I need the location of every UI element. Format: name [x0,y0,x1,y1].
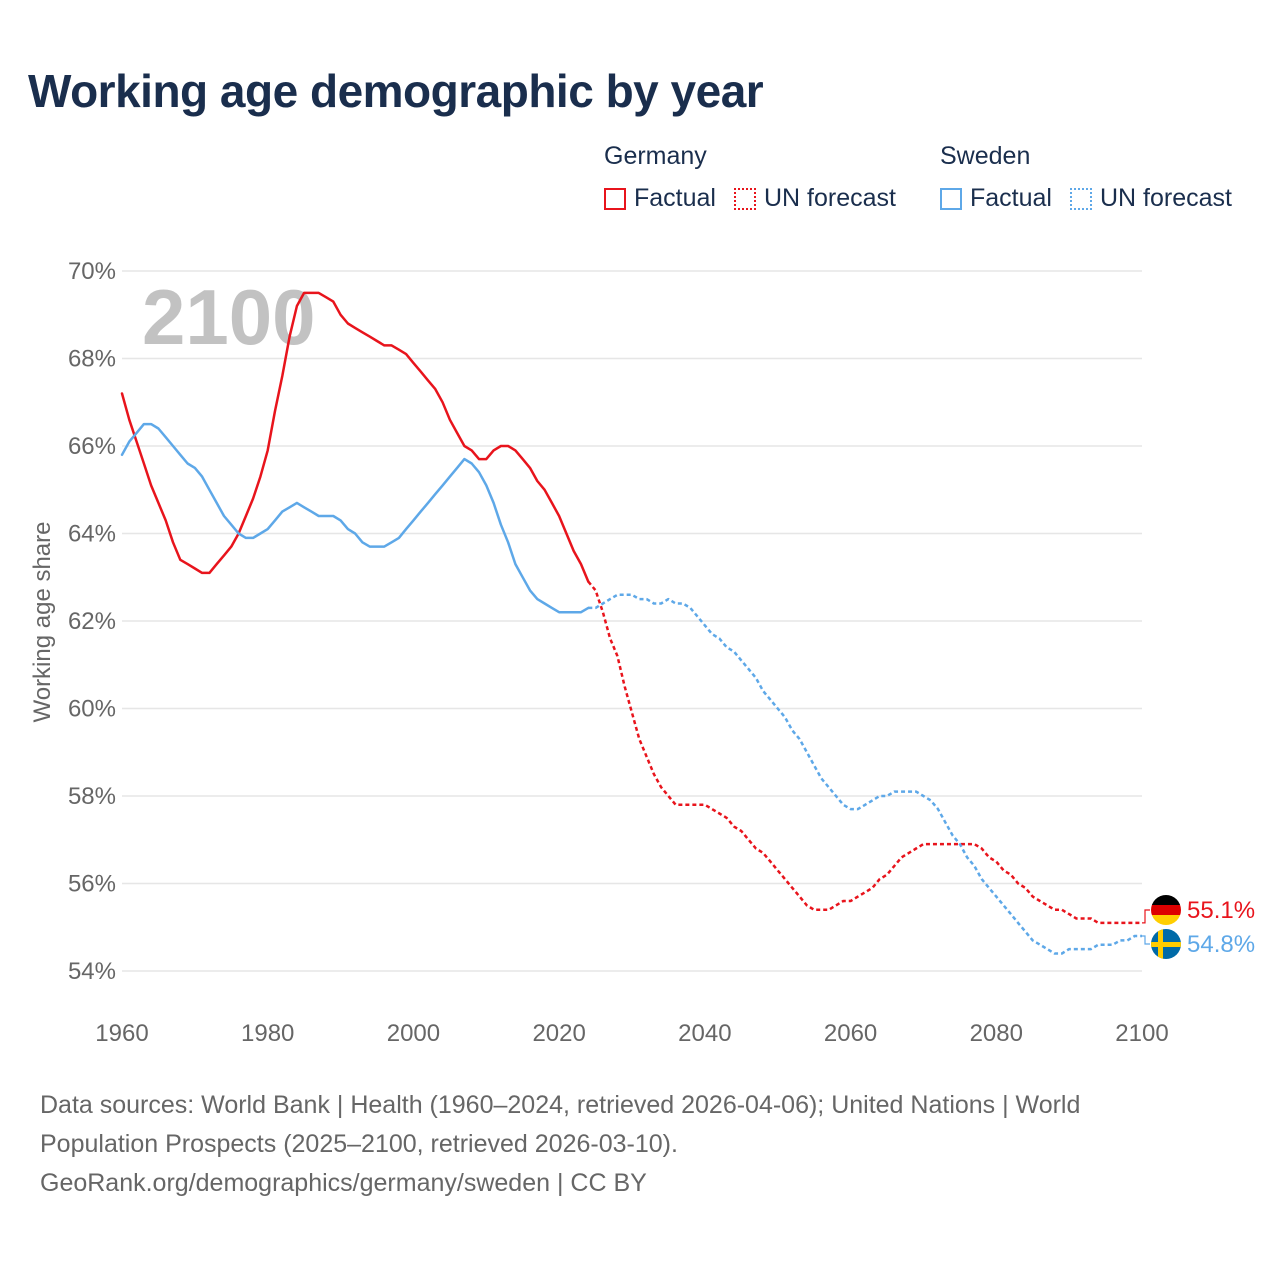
x-tick-label: 1960 [95,1020,148,1047]
line-chart: 54% 56% 58% 60% 62% 64% 66% 68% 70% 1960 1980 2000 2… [29,258,1255,1047]
y-tick-label: 70% [68,258,116,285]
legend-sweden: Sweden Factual UN forecast [940,142,1250,213]
x-tick-label: 2060 [824,1020,877,1047]
x-tick-label: 2080 [970,1020,1023,1047]
end-label-sweden: 54.8% [1187,931,1255,958]
x-tick-label: 2100 [1115,1020,1168,1047]
legend-item-germany-forecast[interactable]: UN forecast [733,184,896,213]
legend-country-germany: Germany [604,142,707,170]
x-tick-label: 2040 [678,1020,731,1047]
footer-sources-line1: Data sources: World Bank | Health (1960–… [40,1091,1081,1119]
y-tick-label: 68% [68,346,116,373]
end-connector-sweden [1142,935,1150,945]
x-tick-label: 2020 [532,1020,585,1047]
footer: Data sources: World Bank | Health (1960–… [40,1086,1240,1203]
legend-item-germany-factual[interactable]: Factual [604,184,716,213]
legend-label: UN forecast [1099,184,1232,212]
series-line-sweden-factual[interactable] [120,422,590,614]
legend-label: Factual [970,184,1052,212]
legend-germany: Germany Factual UN forecast [604,142,914,213]
y-tick-label: 54% [68,958,116,985]
y-tick-label: 62% [68,608,116,635]
legend-label: UN forecast [763,184,896,212]
y-axis-label: Working age share [29,522,56,723]
legend-swatch-dotted-blue [1069,187,1092,210]
end-label-germany: 55.1% [1187,897,1255,924]
footer-attribution[interactable]: GeoRank.org/demographics/germany/sweden … [40,1169,647,1197]
end-connector-germany [1142,909,1150,924]
chart-title: Working age demographic by year [28,65,764,117]
x-tick-label: 2000 [387,1020,440,1047]
y-tick-label: 60% [68,696,116,723]
footer-sources-line2: Population Prospects (2025–2100, retriev… [40,1130,678,1158]
legend-swatch-solid-red [604,187,626,210]
sweden-flag-icon [1151,929,1181,959]
legend-swatch-dotted-red [733,187,756,210]
y-tick-label: 64% [68,521,116,548]
legend-country-sweden: Sweden [940,142,1031,170]
series-line-germany-factual[interactable] [120,291,590,583]
series-line-sweden-forecast[interactable] [588,593,1142,955]
y-tick-label: 56% [68,871,116,898]
legend-item-sweden-factual[interactable]: Factual [940,184,1052,213]
y-tick-label: 58% [68,783,116,810]
x-tick-label: 1980 [241,1020,294,1047]
legend-swatch-solid-blue [940,187,962,210]
series-line-germany-forecast[interactable] [587,580,1142,925]
legend-label: Factual [634,184,716,212]
legend-item-sweden-forecast[interactable]: UN forecast [1069,184,1232,213]
germany-flag-icon [1151,895,1181,925]
year-watermark: 2100 [142,273,316,361]
y-tick-label: 66% [68,433,116,460]
